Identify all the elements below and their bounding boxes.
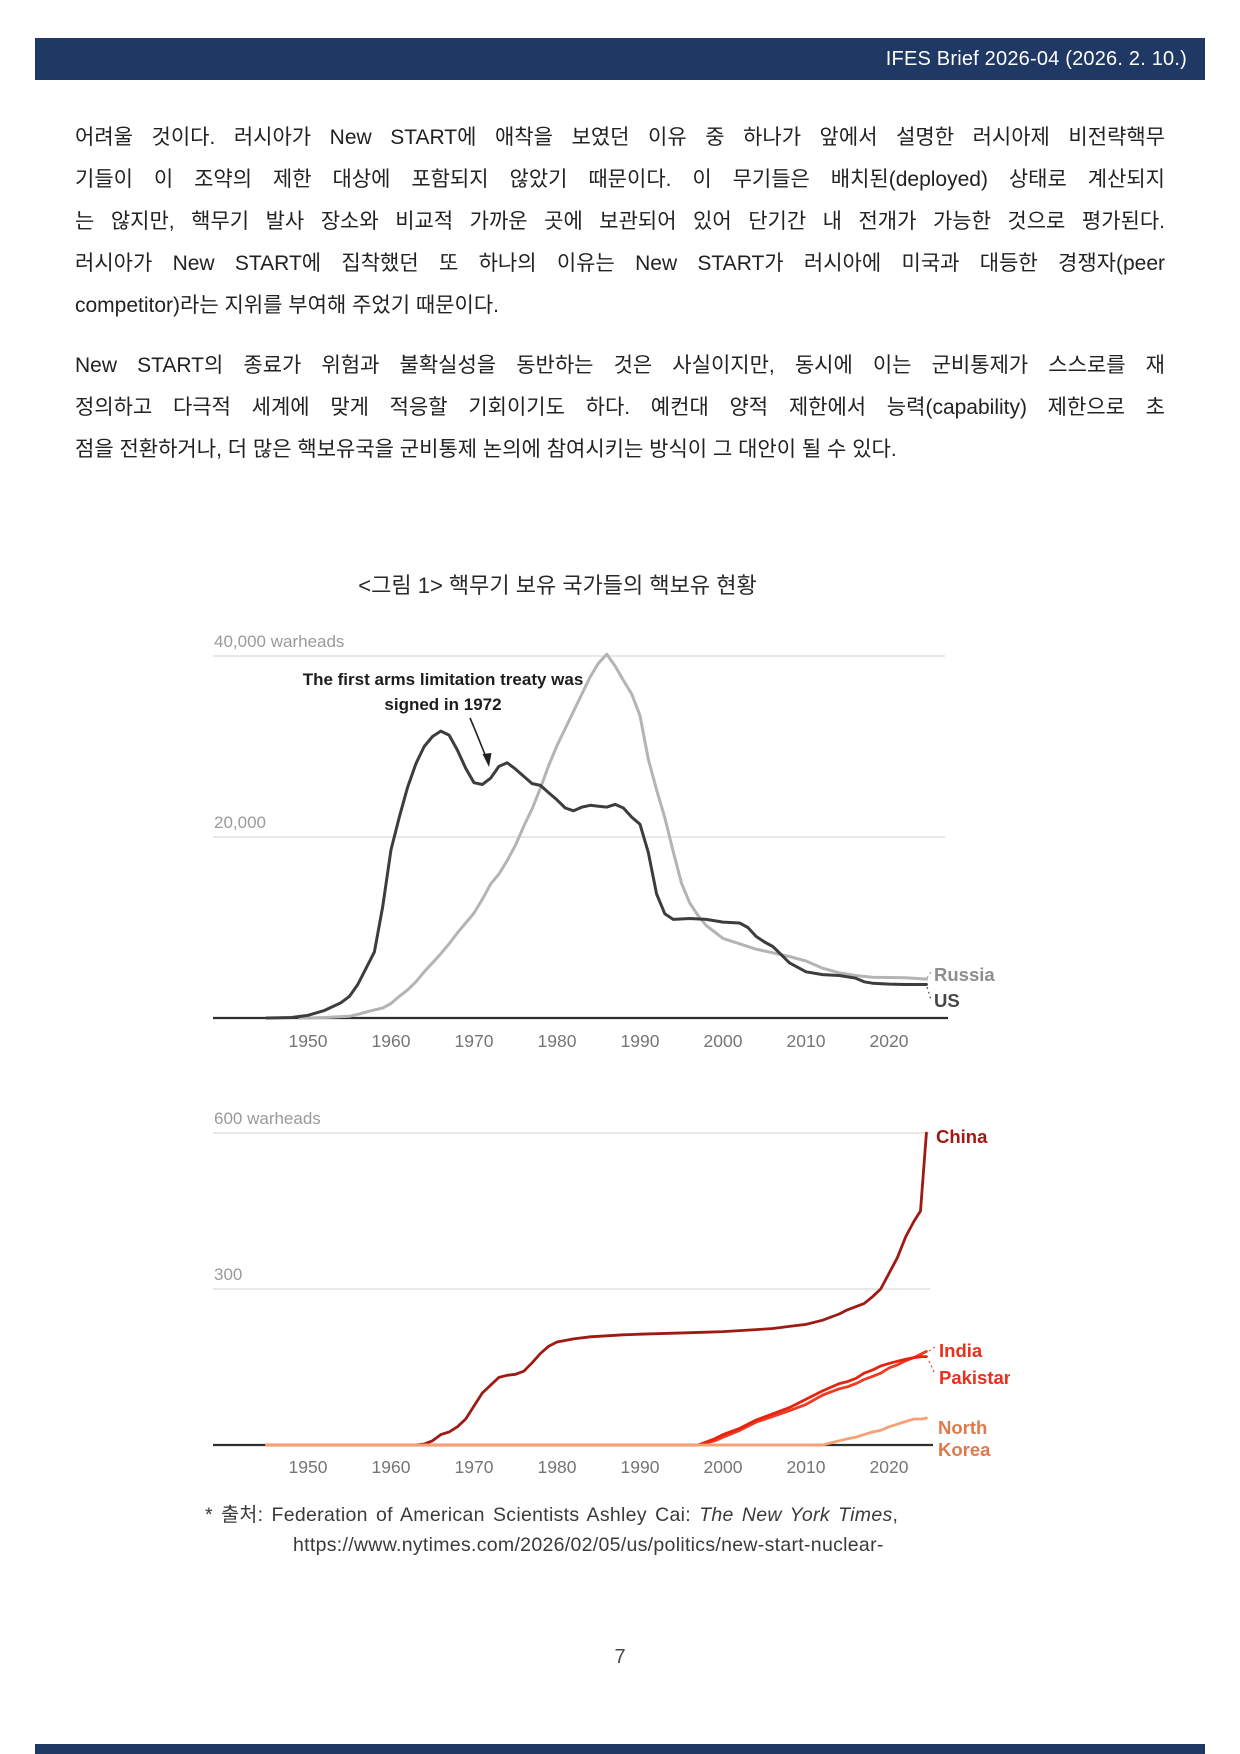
x-axis-tick: 1980 — [538, 1457, 577, 1477]
paragraph-1: 어려울 것이다. 러시아가 New START에 애착을 보였던 이유 중 하나… — [75, 117, 1165, 327]
annotation-line-1: The first arms limitation treaty was — [303, 670, 584, 689]
x-axis-tick: 2000 — [704, 1457, 743, 1477]
north-korea-line — [265, 1416, 928, 1447]
source-suffix: , — [892, 1504, 899, 1526]
header-bar: IFES Brief 2026-04 (2026. 2. 10.) — [35, 38, 1205, 80]
china-label: China — [936, 1126, 988, 1147]
y-axis-label: 300 — [214, 1265, 242, 1284]
north-korea-label: North Korea — [938, 1417, 991, 1460]
x-axis-tick: 2010 — [787, 1457, 826, 1477]
y-axis-label: 40,000 warheads — [214, 632, 344, 651]
x-axis-tick: 1990 — [621, 1031, 660, 1051]
y-axis-label: 20,000 — [214, 813, 266, 832]
x-axis-tick: 1980 — [538, 1031, 577, 1051]
figure-title: <그림 1> 핵무기 보유 국가들의 핵보유 현황 — [358, 573, 757, 598]
source-publication: The New York Times — [699, 1504, 893, 1526]
x-axis-tick: 2020 — [870, 1031, 909, 1051]
paragraph-line: New START의 종료가 위험과 불확실성을 동반하는 것은 사실이지만, … — [75, 354, 1165, 377]
x-axis-tick: 1990 — [621, 1457, 660, 1477]
minor-nuclear-powers-chart: 600 warheads 300 1950 1960 1970 1980 1990 2000 2… — [213, 1109, 1010, 1477]
russia-label: Russia — [934, 964, 995, 985]
paragraph-2: New START의 종료가 위험과 불확실성을 동반하는 것은 사실이지만, … — [75, 345, 1165, 471]
x-axis-tick: 1960 — [372, 1031, 411, 1051]
page-number: 7 — [614, 1646, 626, 1668]
paragraph-line: 어려울 것이다. 러시아가 New START에 애착을 보였던 이유 중 하나… — [75, 126, 1165, 149]
header-brief-label: IFES Brief 2026-04 (2026. 2. 10.) — [885, 47, 1187, 70]
india-label: India — [939, 1340, 983, 1361]
label-leader-line — [928, 1346, 936, 1352]
x-axis-tick: 1960 — [372, 1457, 411, 1477]
paragraph-line: 점을 전환하거나, 더 많은 핵보유국을 군비통제 논의에 참여시키는 방식이 … — [75, 438, 897, 461]
us-russia-warheads-chart: 40,000 warheads 20,000 1950 1960 1970 1980 199… — [213, 632, 995, 1051]
source-line-1: * 출처: Federation of American Scientists … — [205, 1500, 995, 1530]
pakistan-label: Pakistan — [939, 1367, 1010, 1388]
x-axis-tick: 1950 — [289, 1457, 328, 1477]
paragraph-line: competitor)라는 지위를 부여해 주었기 때문이다. — [75, 294, 500, 317]
us-label: US — [934, 990, 960, 1011]
us-line — [265, 729, 928, 1020]
china-line — [265, 1131, 928, 1447]
x-axis-tick: 1950 — [289, 1031, 328, 1051]
y-axis-label: 600 warheads — [214, 1109, 321, 1128]
figure-source: * 출처: Federation of American Scientists … — [205, 1500, 995, 1560]
x-axis-tick: 1970 — [455, 1031, 494, 1051]
paragraph-line: 는 않지만, 핵무기 발사 장소와 비교적 가까운 곳에 보관되어 있어 단기간… — [75, 210, 1165, 233]
russia-line — [298, 652, 928, 1020]
x-axis-tick: 2000 — [704, 1031, 743, 1051]
source-prefix: * 출처: — [205, 1504, 272, 1526]
x-axis-tick: 1970 — [455, 1457, 494, 1477]
source-url: https://www.nytimes.com/2026/02/05/us/po… — [293, 1534, 884, 1556]
annotation-line-2: signed in 1972 — [384, 695, 501, 714]
footer-bar — [35, 1744, 1205, 1754]
label-leader-line — [928, 1360, 936, 1375]
x-axis-tick: 2010 — [787, 1031, 826, 1051]
label-leader-line — [926, 971, 932, 979]
india-line — [265, 1350, 928, 1447]
paragraph-line: 정의하고 다극적 세계에 맞게 적응할 기회이기도 하다. 예컨대 양적 제한에… — [75, 396, 1165, 419]
label-leader-line — [926, 986, 932, 1001]
paragraph-line: 러시아가 New START에 집착했던 또 하나의 이유는 New START… — [75, 252, 1165, 275]
x-axis-tick: 2020 — [870, 1457, 909, 1477]
paragraph-line: 기들이 이 조약의 제한 대상에 포함되지 않았기 때문이다. 이 무기들은 배… — [75, 168, 1165, 191]
annotation-arrowhead — [482, 753, 492, 767]
pakistan-line — [265, 1355, 928, 1447]
source-text: Federation of American Scientists Ashley… — [271, 1504, 700, 1526]
